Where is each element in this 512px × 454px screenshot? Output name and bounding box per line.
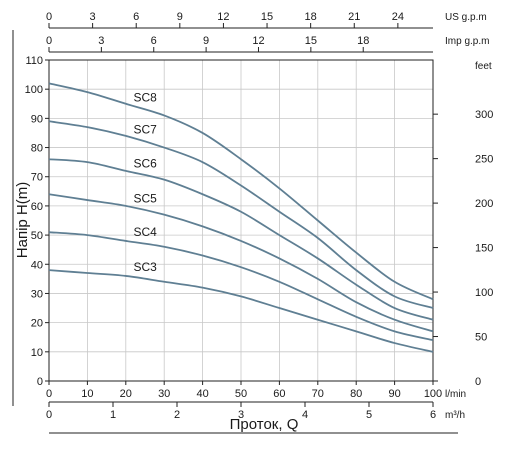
y-tick-label: 50 [31, 230, 43, 242]
imp-gpm-tick-label: 15 [305, 35, 317, 47]
feet-tick-label: 300 [475, 109, 493, 121]
x-tick-label: 10 [81, 388, 93, 400]
us-gpm-tick-label: 6 [133, 11, 139, 23]
feet-tick-label: 150 [475, 243, 493, 255]
y-tick-label: 0 [37, 376, 43, 388]
us-gpm-unit-label: US g.p.m [445, 12, 487, 23]
m3h-tick-label: 3 [238, 409, 244, 421]
curve-label-sc8: SC8 [133, 91, 157, 105]
y-tick-label: 90 [31, 113, 43, 125]
curve-label-sc5: SC5 [133, 191, 157, 205]
curve-label-sc6: SC6 [133, 156, 157, 170]
y-tick-label: 60 [31, 201, 43, 213]
curve-sc4 [48, 231, 434, 342]
us-gpm-tick-label: 3 [90, 11, 96, 23]
x-tick-label: 0 [46, 388, 52, 400]
feet-tick-label: 50 [475, 332, 487, 344]
us-gpm-tick-label: 12 [217, 11, 229, 23]
imp-gpm-unit-label: Imp g.p.m [445, 36, 489, 47]
x-tick-label: 50 [235, 388, 247, 400]
m3h-unit-label: m³/h [445, 410, 465, 421]
feet-tick-label: 100 [475, 287, 493, 299]
feet-tick-label: 0 [475, 376, 481, 388]
y-tick-label: 20 [31, 318, 43, 330]
y-tick-label: 40 [31, 259, 43, 271]
y-tick-label: 80 [31, 143, 43, 155]
y-axis-title: Напір H(m) [14, 182, 31, 258]
m3h-tick-label: 5 [366, 409, 372, 421]
m3h-tick-label: 6 [430, 409, 436, 421]
x-tick-label: 40 [196, 388, 208, 400]
curve-label-sc3: SC3 [133, 260, 157, 274]
feet-tick-label: 200 [475, 198, 493, 210]
x-tick-label: 90 [388, 388, 400, 400]
curve-sc6 [48, 158, 434, 321]
m3h-tick-label: 0 [46, 409, 52, 421]
x-tick-label: 100 [424, 388, 442, 400]
imp-gpm-tick-label: 12 [252, 35, 264, 47]
imp-gpm-tick-label: 0 [46, 35, 52, 47]
imp-gpm-tick-label: 18 [357, 35, 369, 47]
m3h-tick-label: 4 [302, 409, 308, 421]
x-tick-label: 80 [350, 388, 362, 400]
imp-gpm-tick-label: 9 [203, 35, 209, 47]
feet-unit-label: feet [475, 61, 492, 72]
y-tick-label: 100 [25, 84, 43, 96]
us-gpm-tick-label: 24 [392, 11, 404, 23]
x-axis-title: Проток, Q [230, 416, 299, 433]
curve-labels: SC8 SC7 SC6 SC5 SC4 SC3 [133, 91, 157, 274]
pump-curves [48, 82, 434, 353]
curve-sc3 [48, 269, 434, 353]
feet-tick-label: 250 [475, 154, 493, 166]
x-tick-label: 60 [273, 388, 285, 400]
imp-gpm-tick-label: 6 [151, 35, 157, 47]
y-tick-label: 30 [31, 288, 43, 300]
us-gpm-tick-label: 0 [46, 11, 52, 23]
x-unit-label: l/min [445, 389, 466, 400]
us-gpm-tick-label: 9 [177, 11, 183, 23]
x-tick-label: 20 [120, 388, 132, 400]
curve-sc5 [48, 193, 434, 333]
grid [48, 59, 434, 382]
y-tick-label: 110 [25, 55, 43, 67]
curve-sc8 [48, 82, 434, 301]
curve-label-sc7: SC7 [133, 123, 157, 137]
y-tick-label: 10 [31, 347, 43, 359]
x-tick-label: 30 [158, 388, 170, 400]
y-tick-label: 70 [31, 172, 43, 184]
x-tick-label: 70 [312, 388, 324, 400]
us-gpm-tick-label: 15 [261, 11, 273, 23]
us-gpm-tick-label: 21 [348, 11, 360, 23]
curve-sc7 [48, 120, 434, 309]
m3h-tick-label: 2 [174, 409, 180, 421]
curve-label-sc4: SC4 [133, 225, 157, 239]
us-gpm-tick-label: 18 [305, 11, 317, 23]
m3h-tick-label: 1 [110, 409, 116, 421]
imp-gpm-tick-label: 3 [98, 35, 104, 47]
